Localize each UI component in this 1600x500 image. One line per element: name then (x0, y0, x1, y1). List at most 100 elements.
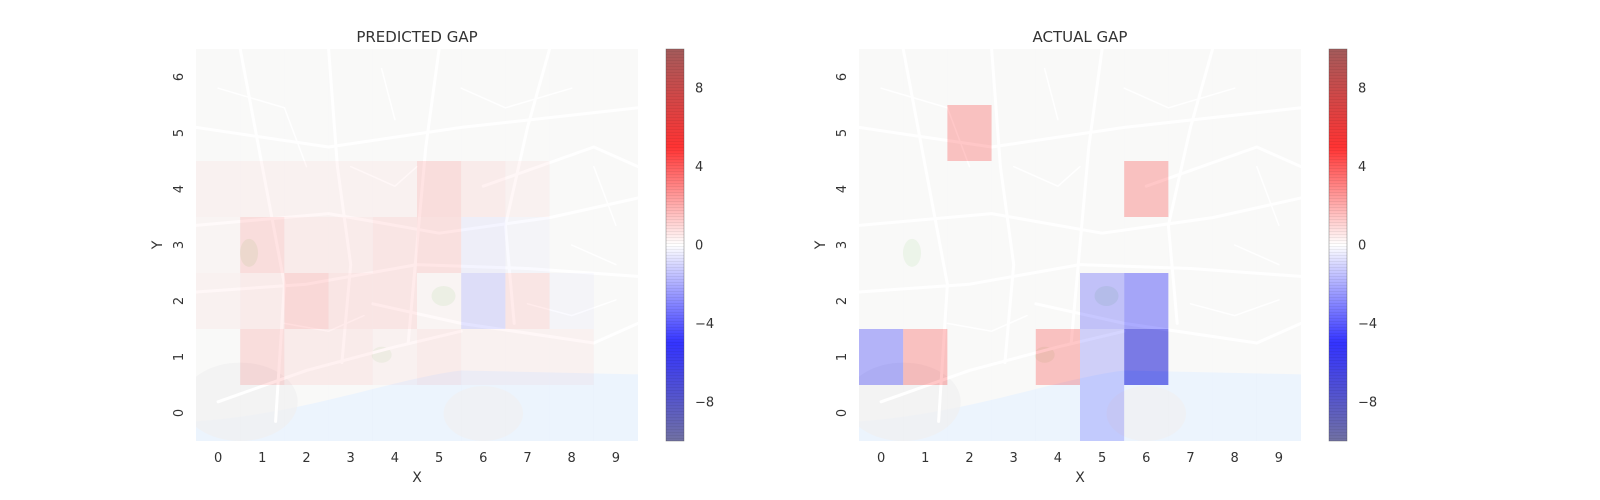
heatmap-cell (417, 273, 462, 329)
heatmap-cell (1256, 217, 1301, 273)
heatmap-cell (859, 105, 904, 161)
colorbar: 8 4 0 −4 −8 (665, 48, 714, 442)
heatmap-cell (593, 329, 638, 385)
heatmap-cell (1124, 329, 1169, 385)
heatmap-cell (1124, 217, 1169, 273)
heatmap-cell (1168, 49, 1213, 105)
x-tick-label: 1 (921, 451, 929, 466)
colorbar-tick-label: −4 (1358, 317, 1377, 332)
x-tick-label: 8 (1231, 451, 1239, 466)
x-tick-label: 7 (1186, 451, 1194, 466)
heatmap-cell (593, 273, 638, 329)
heatmap-cell (1256, 273, 1301, 329)
y-tick-label: 2 (835, 297, 850, 305)
heatmap-cell (372, 217, 417, 273)
x-tick-label: 5 (435, 451, 443, 466)
heatmap-cell (1035, 49, 1080, 105)
heatmap-cell (1212, 385, 1257, 441)
heatmap-cell (1168, 217, 1213, 273)
heatmap-cell (1256, 161, 1301, 217)
heatmap-cell (328, 329, 373, 385)
heatmap-cell (1212, 105, 1257, 161)
heatmap-cell (505, 385, 550, 441)
heatmap-cell (859, 385, 904, 441)
colorbar-tick-label: 0 (695, 239, 703, 254)
heatmap-cell (1035, 385, 1080, 441)
x-tick-label: 8 (568, 451, 576, 466)
heatmap-cell (284, 273, 329, 329)
heatmap-cell (549, 105, 594, 161)
heatmap-cell (991, 217, 1036, 273)
heatmap-cell (947, 273, 992, 329)
heatmap-cell (284, 385, 329, 441)
x-tick-label: 5 (1098, 451, 1106, 466)
heatmap-cell (505, 49, 550, 105)
heatmap-panel-1: ACTUAL GAP 0 1 2 3 4 5 6 7 8 9 X 0 1 2 3 4 5 6 Y 8 4 0 −4 −8 (813, 28, 1377, 486)
heatmap-cell (240, 105, 285, 161)
y-tick-label: 3 (172, 241, 187, 249)
heatmap-cell (903, 217, 948, 273)
heatmap-cell (417, 217, 462, 273)
heatmap-cell (1080, 105, 1125, 161)
heatmap-cell (947, 385, 992, 441)
heatmap-cell (947, 217, 992, 273)
heatmap-cell (859, 49, 904, 105)
heatmap-cell (196, 161, 241, 217)
heatmap-cell (461, 217, 506, 273)
y-tick-label: 1 (172, 353, 187, 361)
heatmap-cell (1212, 273, 1257, 329)
x-tick-label: 0 (214, 451, 222, 466)
y-tick-label: 5 (172, 129, 187, 137)
x-tick-label: 0 (877, 451, 885, 466)
heatmap-cell (284, 161, 329, 217)
heatmap-cell (240, 329, 285, 385)
heatmap-cell (991, 273, 1036, 329)
heatmap-cell (284, 217, 329, 273)
heatmap-cell (1168, 329, 1213, 385)
x-tick-label: 4 (391, 451, 399, 466)
heatmap-cell (947, 49, 992, 105)
heatmap-cell (328, 105, 373, 161)
heatmap-cell (1212, 217, 1257, 273)
heatmap-cell (1124, 105, 1169, 161)
y-tick-label: 6 (835, 73, 850, 81)
y-axis-label: Y (150, 240, 166, 250)
heatmap-cell (1256, 385, 1301, 441)
heatmap-cell (1124, 49, 1169, 105)
heatmap-cell (461, 105, 506, 161)
colorbar-tick-label: 4 (1358, 160, 1366, 175)
heatmap-cell (1035, 217, 1080, 273)
y-tick-label: 4 (172, 185, 187, 193)
heatmap-cell (1080, 49, 1125, 105)
chart-title: PREDICTED GAP (356, 28, 477, 46)
x-tick-label: 4 (1054, 451, 1062, 466)
heatmap-cell (505, 105, 550, 161)
heatmap-cell (328, 49, 373, 105)
colorbar-tick-label: 8 (695, 82, 703, 97)
heatmap-cell (196, 329, 241, 385)
heatmap-cell (1035, 329, 1080, 385)
x-tick-label: 6 (1142, 451, 1150, 466)
heatmap-cell (593, 49, 638, 105)
heatmap-cell (991, 49, 1036, 105)
heatmap-cell (372, 329, 417, 385)
heatmap-cell (903, 49, 948, 105)
heatmap-cell (240, 49, 285, 105)
heatmap-cell (593, 217, 638, 273)
y-tick-label: 2 (172, 297, 187, 305)
heatmap-cell (991, 105, 1036, 161)
x-tick-label: 9 (612, 451, 620, 466)
heatmap-cell (549, 329, 594, 385)
heatmap-cell (505, 217, 550, 273)
heatmap-cell (1035, 105, 1080, 161)
x-tick-label: 1 (258, 451, 266, 466)
y-tick-label: 1 (835, 353, 850, 361)
heatmap-cell (947, 329, 992, 385)
colorbar-tick-label: −8 (1358, 395, 1377, 410)
heatmap-cell (417, 49, 462, 105)
heatmap-cell (328, 217, 373, 273)
x-tick-label: 2 (302, 451, 310, 466)
heatmap-cell (1124, 161, 1169, 217)
heatmap-cell (196, 385, 241, 441)
